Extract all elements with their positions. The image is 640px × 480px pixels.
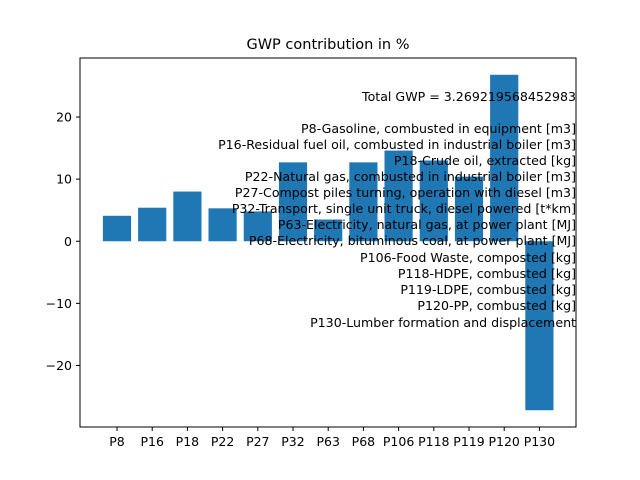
chart-title: GWP contribution in % xyxy=(246,37,409,53)
x-tick-label: P8 xyxy=(109,434,125,449)
x-tick-label: P130 xyxy=(524,434,555,449)
total-gwp-annotation: Total GWP = 3.269219568452983 xyxy=(361,89,576,104)
bar-p8 xyxy=(103,216,131,241)
process-annotation: P119-LDPE, combusted [kg] xyxy=(400,282,576,297)
process-annotation: P118-HDPE, combusted [kg] xyxy=(398,266,576,281)
process-annotation: P18-Crude oil, extracted [kg] xyxy=(394,153,576,168)
x-axis: P8 P16 P18 P22 P27 P32 P63 P68 P106 P118 P119 P120 P… xyxy=(109,427,555,449)
annotation-list: Total GWP = 3.269219568452983 P8-Gasoline… xyxy=(218,89,576,330)
x-tick-label: P119 xyxy=(453,434,484,449)
x-tick-label: P68 xyxy=(352,434,375,449)
y-tick-label: 0 xyxy=(64,234,72,249)
x-tick-label: P120 xyxy=(488,434,519,449)
x-tick-label: P63 xyxy=(316,434,339,449)
process-annotation: P8-Gasoline, combusted in equipment [m3] xyxy=(301,121,576,136)
process-annotation: P68-Electricity, bituminous coal, at pow… xyxy=(249,233,576,248)
x-tick-label: P106 xyxy=(383,434,414,449)
x-tick-label: P16 xyxy=(140,434,163,449)
x-tick-label: P27 xyxy=(246,434,269,449)
x-tick-label: P32 xyxy=(281,434,304,449)
process-annotation: P32-Transport, single unit truck, diesel… xyxy=(232,201,576,216)
y-tick-label: −10 xyxy=(46,296,72,311)
y-tick-label: 10 xyxy=(56,172,72,187)
y-axis: −20 −10 0 10 20 xyxy=(46,110,80,373)
process-annotation: P130-Lumber formation and displacement xyxy=(310,315,576,330)
process-annotation: P16-Residual fuel oil, combusted in indu… xyxy=(218,137,576,152)
x-tick-label: P22 xyxy=(211,434,234,449)
process-annotation: P22-Natural gas, combusted in industrial… xyxy=(245,169,576,184)
bar-p16 xyxy=(138,208,166,242)
y-tick-label: −20 xyxy=(46,358,72,373)
process-annotation: P120-PP, combusted [kg] xyxy=(417,298,576,313)
process-annotation: P27-Compost piles turning, operation wit… xyxy=(235,185,576,200)
process-annotation: P106-Food Waste, composted [kg] xyxy=(360,250,576,265)
bar-p18 xyxy=(173,192,201,242)
x-tick-label: P18 xyxy=(176,434,199,449)
x-tick-label: P118 xyxy=(418,434,449,449)
y-tick-label: 20 xyxy=(56,110,72,125)
process-annotation: P63-Electricity, natural gas, at power p… xyxy=(278,217,576,232)
